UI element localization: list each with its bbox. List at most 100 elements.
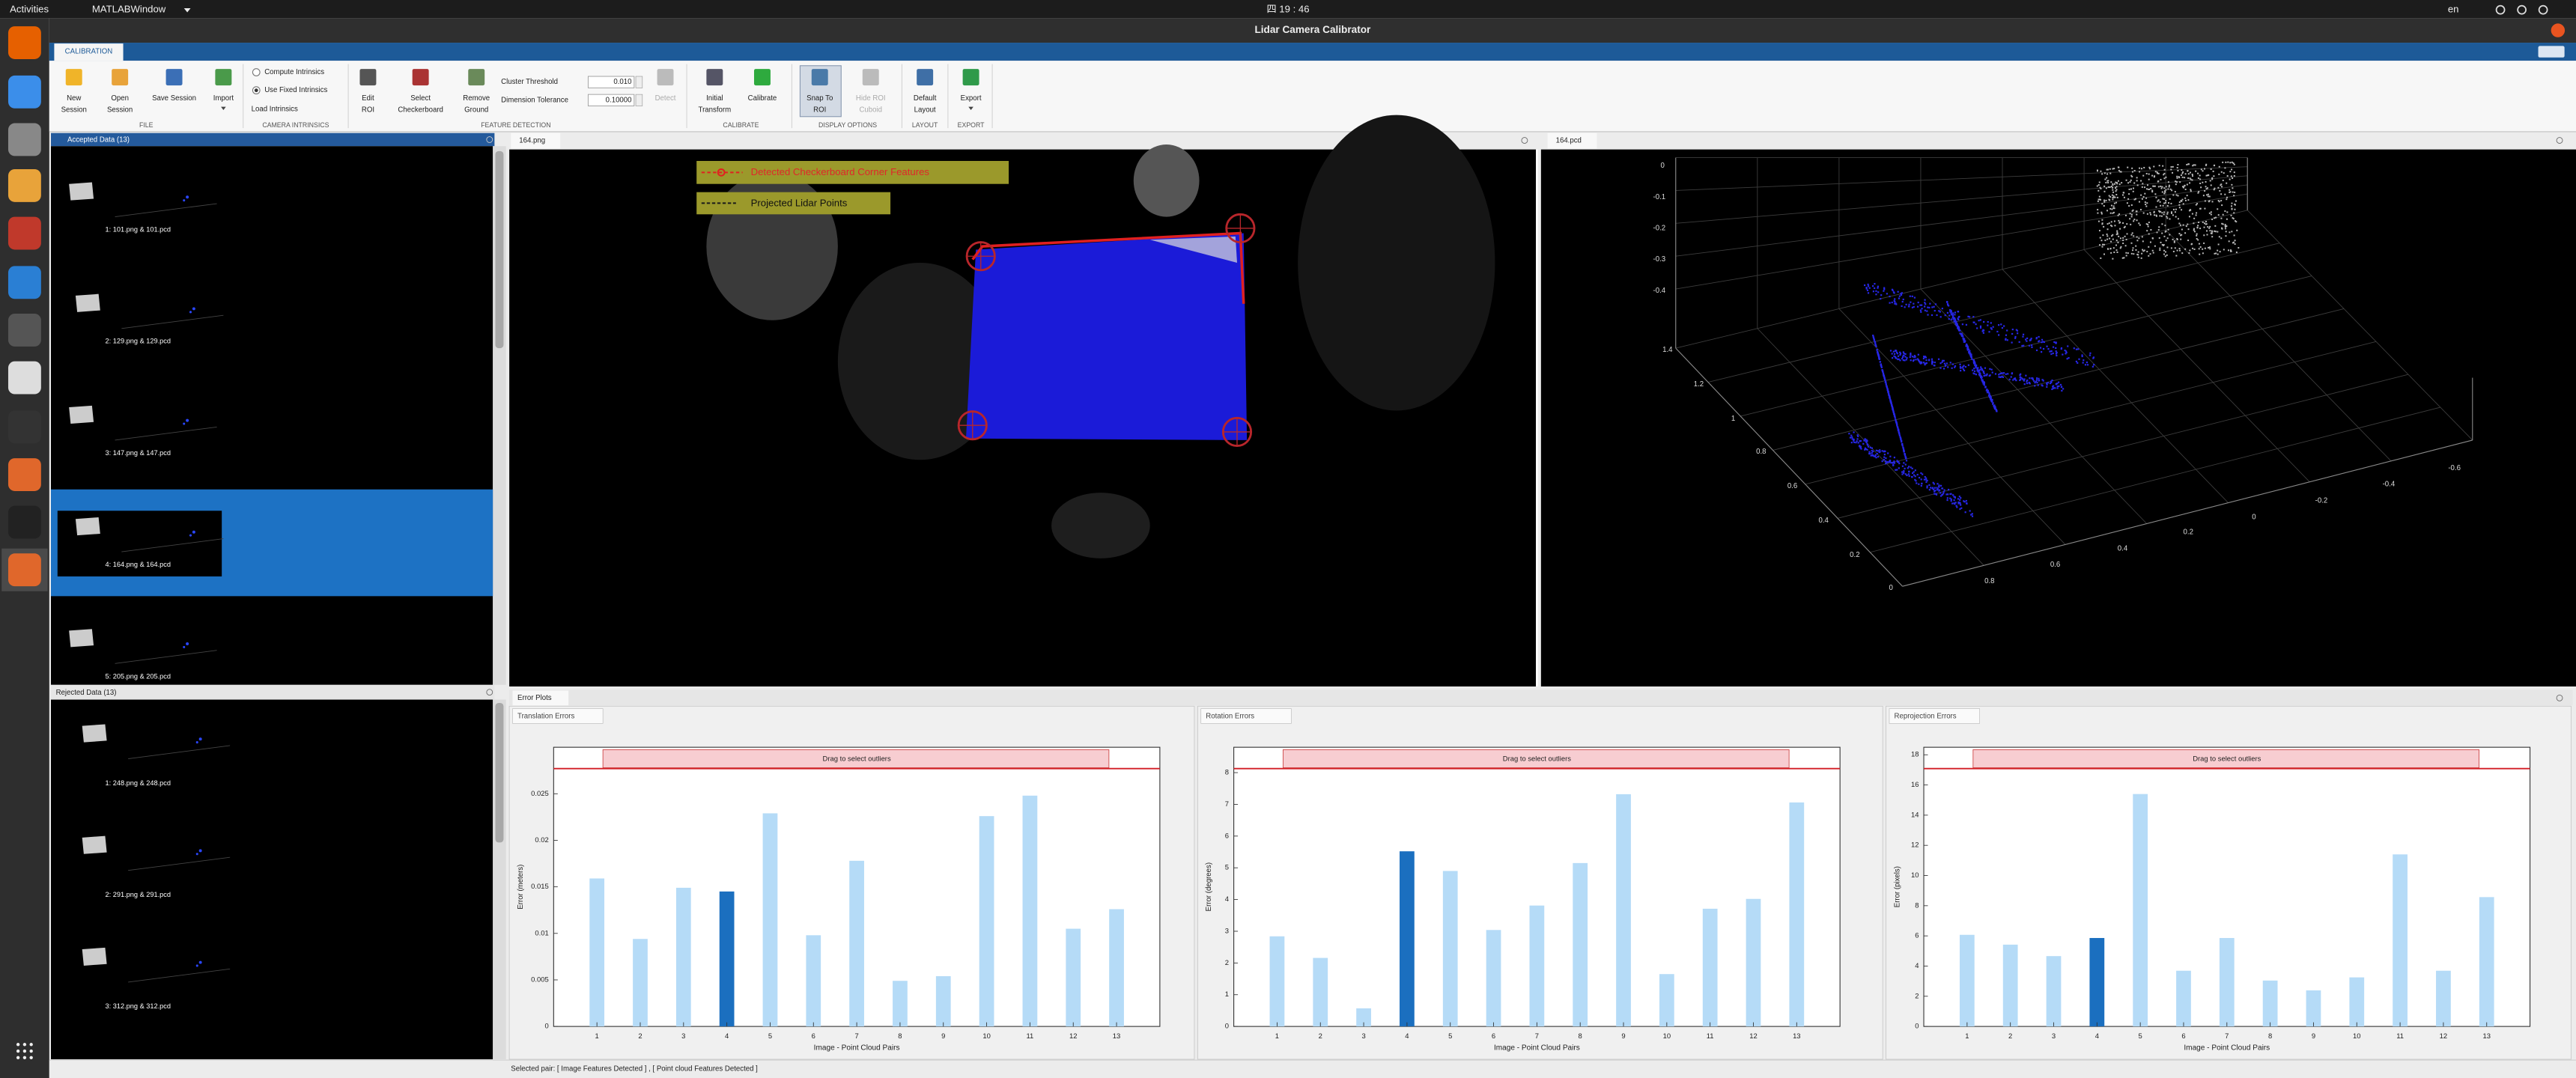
pcd-point	[2128, 205, 2130, 207]
button-label[interactable]: Ground	[464, 106, 488, 115]
clock[interactable]: 四 19 : 46	[1266, 4, 1309, 15]
radio-label[interactable]: Use Fixed Intrinsics	[264, 86, 327, 94]
item-label[interactable]: 4: 164.png & 164.pcd	[106, 561, 171, 568]
button-label[interactable]: Remove	[463, 94, 490, 103]
pcd-point	[1956, 506, 1958, 508]
button-label[interactable]: Session	[107, 106, 133, 115]
language[interactable]: en	[2448, 4, 2459, 15]
outlier-banner-label[interactable]: Drag to select outliers	[1503, 754, 1571, 762]
image-tab-label[interactable]: 164.png	[519, 137, 545, 145]
button-label[interactable]: ROI	[362, 106, 374, 115]
app-menu[interactable]: MATLABWindow	[92, 4, 166, 15]
pcd-point	[2124, 235, 2126, 237]
load-intrinsics[interactable]: Load Intrinsics	[252, 105, 298, 113]
pcd-point	[2104, 178, 2106, 180]
pcd-point	[2107, 182, 2109, 184]
button-label[interactable]: ROI	[813, 106, 826, 115]
pcd-point	[1979, 319, 1981, 321]
close-button[interactable]	[2551, 23, 2566, 37]
item-label[interactable]: 2: 291.png & 291.pcd	[106, 891, 171, 898]
board-highlight	[1149, 236, 1237, 264]
pcd-point	[1921, 308, 1923, 310]
item-label[interactable]: 1: 101.png & 101.pcd	[106, 226, 171, 234]
pcd-point	[2127, 166, 2129, 168]
pcd-point	[1853, 439, 1855, 442]
button-label[interactable]: Import	[213, 94, 234, 103]
tab-label[interactable]: CALIBRATION	[65, 48, 113, 56]
pcd-point	[2123, 196, 2125, 198]
button-label[interactable]: Transform	[699, 106, 732, 115]
pcd-point	[2106, 177, 2108, 179]
pcd-point	[2162, 198, 2164, 200]
button-label[interactable]: Hide ROI	[856, 94, 886, 103]
item-label[interactable]: 1: 248.png & 248.pcd	[106, 779, 171, 787]
pcd-point	[2168, 184, 2170, 186]
plot-tab-label[interactable]: Reprojection Errors	[1895, 712, 1957, 720]
button-label[interactable]: Save Session	[152, 94, 196, 103]
field-value[interactable]: 0.010	[613, 78, 631, 86]
thumb-points	[192, 530, 195, 534]
button-label[interactable]: Snap To	[806, 94, 833, 103]
button-label[interactable]: Default	[914, 94, 937, 103]
accepted-title: Accepted Data (13)	[67, 135, 130, 144]
pcd-point	[2113, 202, 2115, 204]
button-label[interactable]: Initial	[706, 94, 723, 103]
pcd-point	[2232, 177, 2234, 180]
item-label[interactable]: 2: 129.png & 129.pcd	[106, 338, 171, 345]
item-label[interactable]: 3: 147.png & 147.pcd	[106, 449, 171, 457]
pcd-point	[2178, 201, 2181, 204]
pcd-point	[2163, 187, 2166, 189]
pcd-point	[1957, 501, 1960, 504]
outlier-banner-label[interactable]: Drag to select outliers	[823, 754, 891, 762]
button-label[interactable]: Detect	[655, 94, 676, 103]
activities[interactable]: Activities	[10, 4, 49, 15]
button-label[interactable]: Checkerboard	[398, 106, 443, 115]
pcd-point	[1911, 306, 1914, 308]
thumb-board	[69, 405, 94, 424]
pcd-point	[2142, 174, 2145, 177]
pcd-point	[2101, 222, 2103, 225]
pcd-point	[2164, 225, 2166, 227]
pcd-point	[2220, 183, 2223, 186]
title-bar	[49, 18, 2576, 43]
pcd-point	[1889, 460, 1892, 463]
radio[interactable]	[252, 68, 261, 76]
button-label[interactable]: Layout	[914, 106, 936, 115]
pcd-point	[1904, 359, 1906, 362]
outlier-banner-label[interactable]: Drag to select outliers	[2193, 754, 2261, 762]
pcd-point	[2204, 222, 2205, 225]
button-label[interactable]: Open	[111, 94, 129, 103]
plot-tab-label[interactable]: Rotation Errors	[1206, 712, 1254, 720]
plot-tab-label[interactable]: Translation Errors	[517, 712, 574, 720]
y-tick-label: 4	[1225, 895, 1229, 903]
radio-label[interactable]: Compute Intrinsics	[264, 68, 324, 76]
button-label[interactable]: Edit	[362, 94, 374, 103]
pcd-point	[2130, 242, 2133, 244]
field-value[interactable]: 0.10000	[606, 96, 632, 104]
pcd-point	[2029, 377, 2031, 380]
pcd-point	[1856, 438, 1859, 440]
pcd-point	[1942, 493, 1945, 495]
pcd-point	[2019, 374, 2021, 377]
pcd-point	[2217, 186, 2220, 189]
pcd-point	[1895, 418, 1897, 421]
pcd-point	[1883, 288, 1886, 290]
item-label[interactable]: 5: 205.png & 205.pcd	[106, 672, 171, 680]
pcd-point	[2038, 335, 2040, 338]
pcd-point	[1986, 392, 1989, 394]
pcd-point	[1883, 290, 1885, 292]
button-label[interactable]: Cuboid	[859, 106, 882, 115]
button-icon	[65, 69, 82, 86]
pcd-point	[1919, 361, 1921, 363]
button-label[interactable]: Session	[61, 106, 87, 115]
item-label[interactable]: 3: 312.png & 312.pcd	[106, 1002, 171, 1010]
pcd-point	[1908, 475, 1910, 477]
button-label[interactable]: Select	[410, 94, 431, 103]
button-label[interactable]: Export	[961, 94, 982, 103]
pcd-tab-label[interactable]: 164.pcd	[1556, 137, 1582, 145]
pcd-point	[2210, 168, 2212, 170]
pcd-point	[2112, 198, 2114, 201]
button-label[interactable]: Calibrate	[748, 94, 777, 103]
button-label[interactable]: New	[67, 94, 81, 103]
panel-close	[2556, 694, 2563, 701]
